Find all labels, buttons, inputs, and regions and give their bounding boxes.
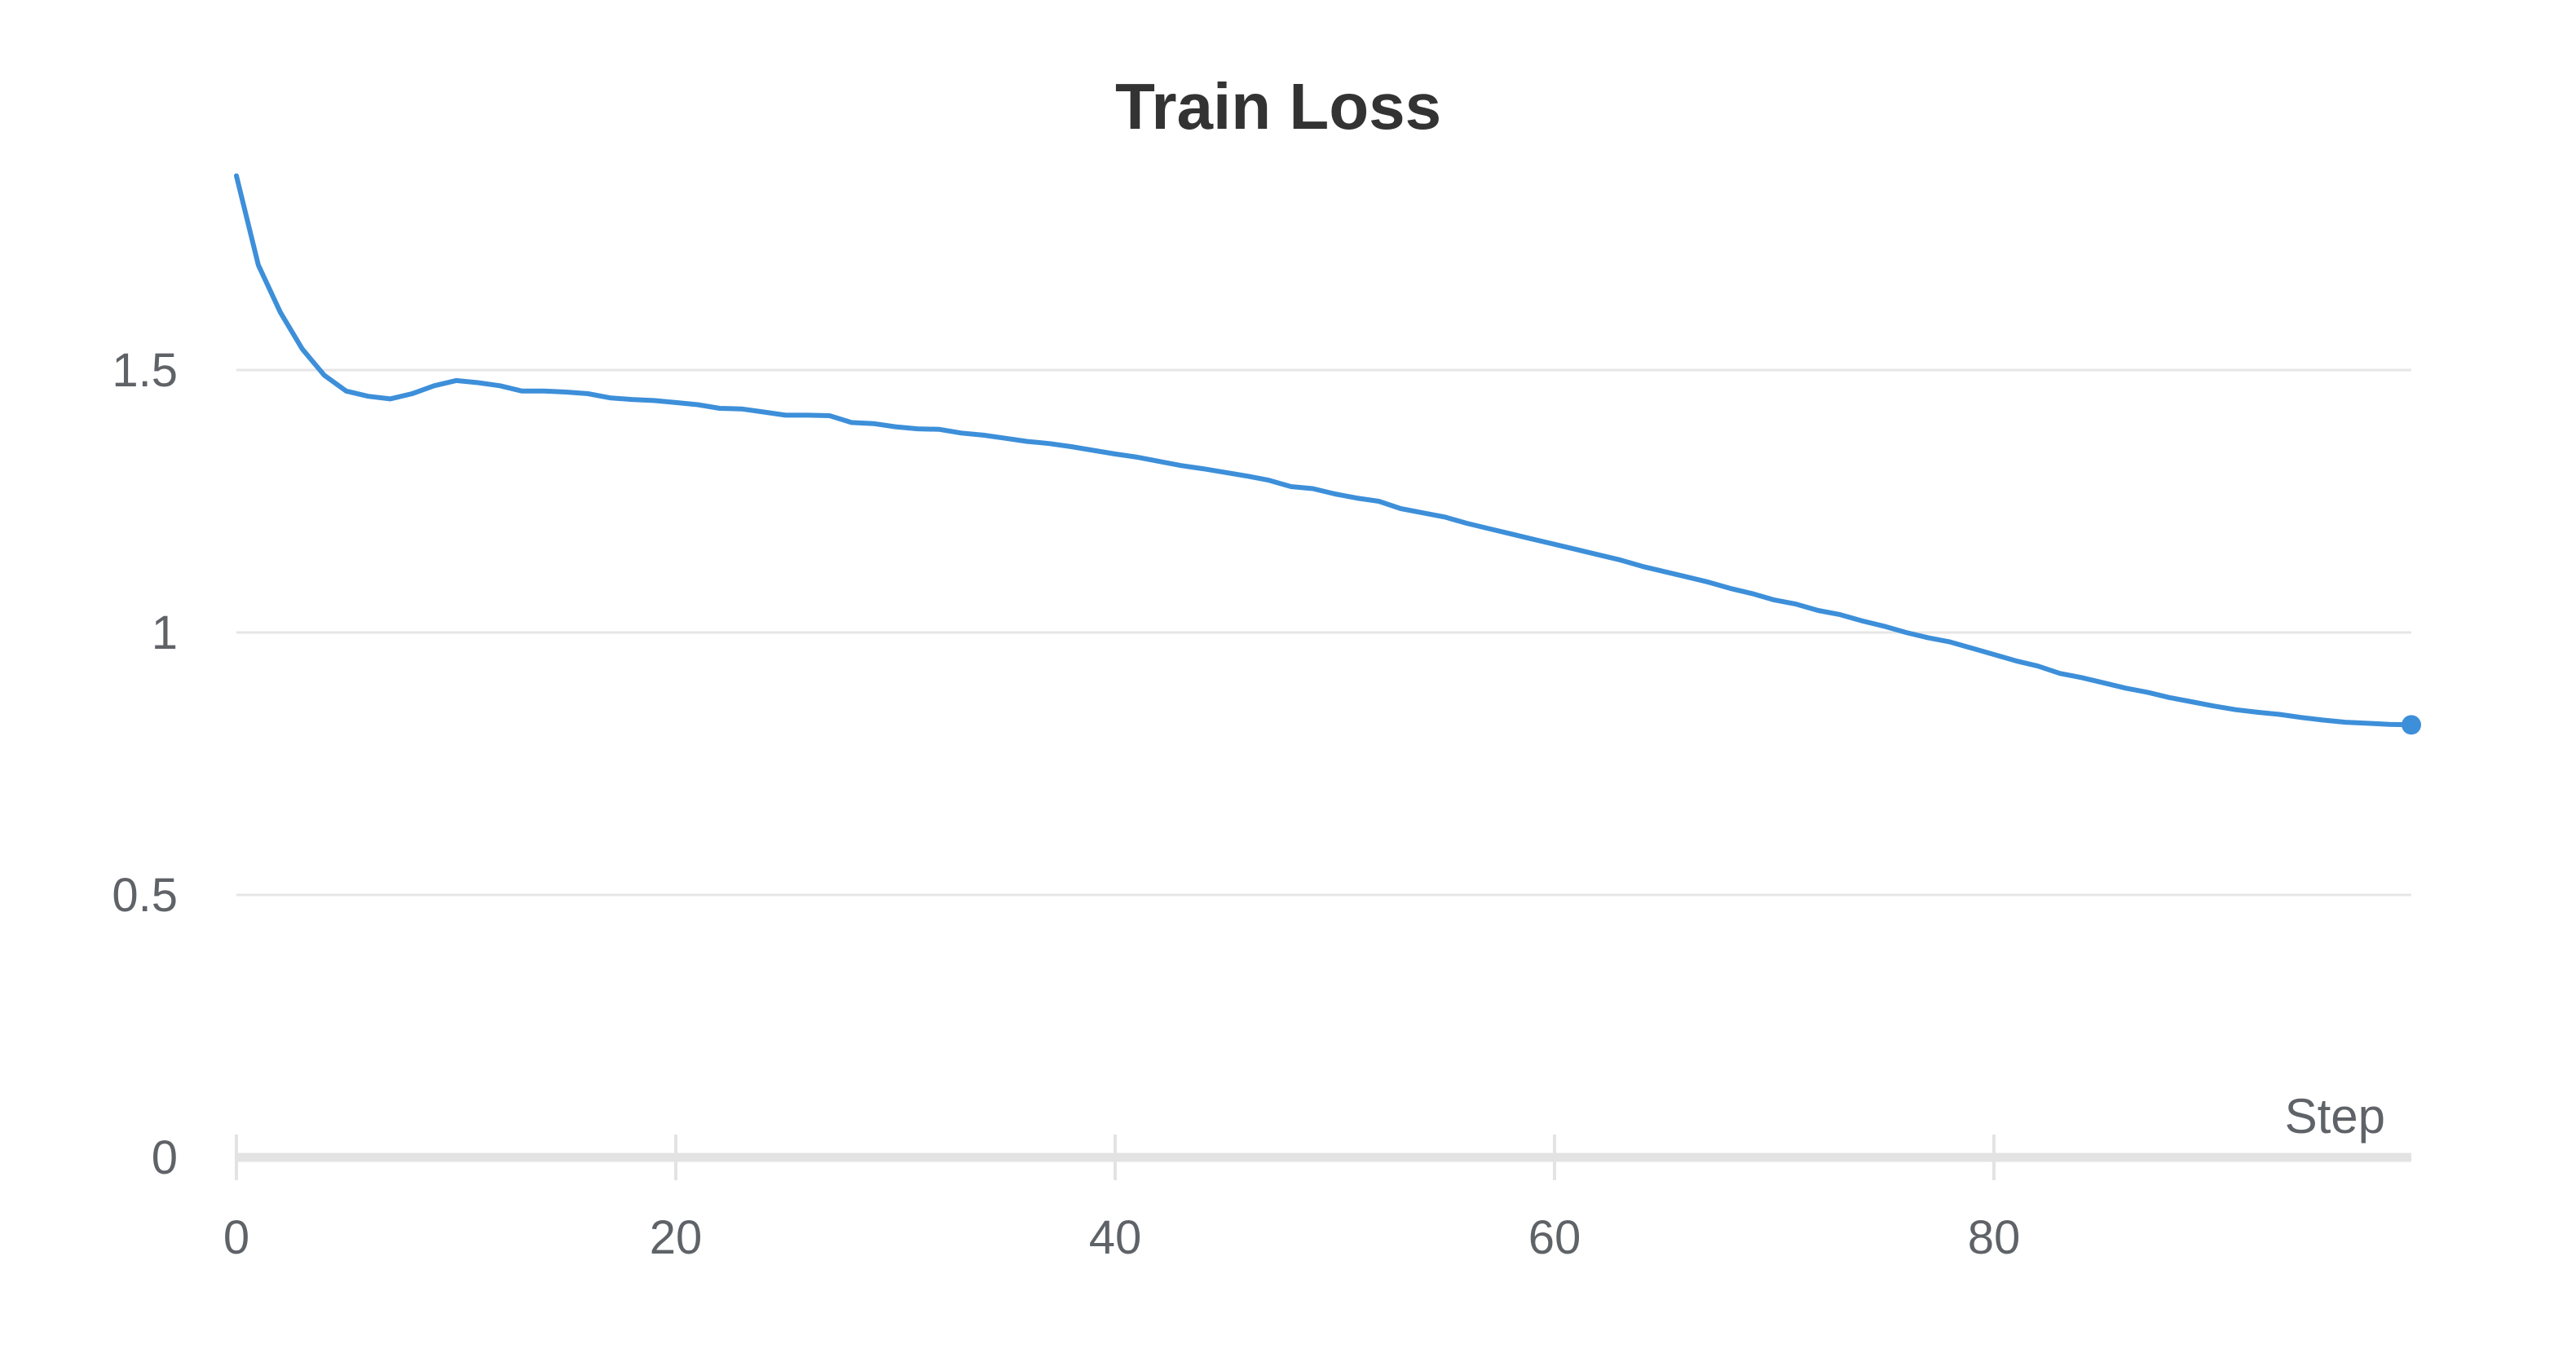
x-tick-label: 20 [650, 1211, 703, 1264]
y-axis-tick-labels: 0 0.5 1 1.5 [112, 344, 178, 1184]
x-axis [235, 1135, 2411, 1180]
x-tick-label: 80 [1968, 1211, 2021, 1264]
x-axis-label: Step [2285, 1089, 2385, 1144]
y-tick-label: 0 [152, 1131, 178, 1184]
x-axis-tick-labels: 0 20 40 60 80 [223, 1211, 2020, 1264]
x-tick-label: 40 [1089, 1211, 1142, 1264]
series-line [234, 173, 2414, 728]
y-tick-label: 1 [152, 606, 178, 659]
y-tick-label: 0.5 [112, 869, 178, 922]
series-layer [234, 173, 2421, 735]
x-tick-label: 60 [1528, 1211, 1581, 1264]
last-point-marker [2402, 715, 2421, 735]
chart-title: Train Loss [1115, 70, 1441, 143]
grid-lines [236, 368, 2411, 897]
x-tick-label: 0 [223, 1211, 249, 1264]
y-tick-label: 1.5 [112, 344, 178, 397]
